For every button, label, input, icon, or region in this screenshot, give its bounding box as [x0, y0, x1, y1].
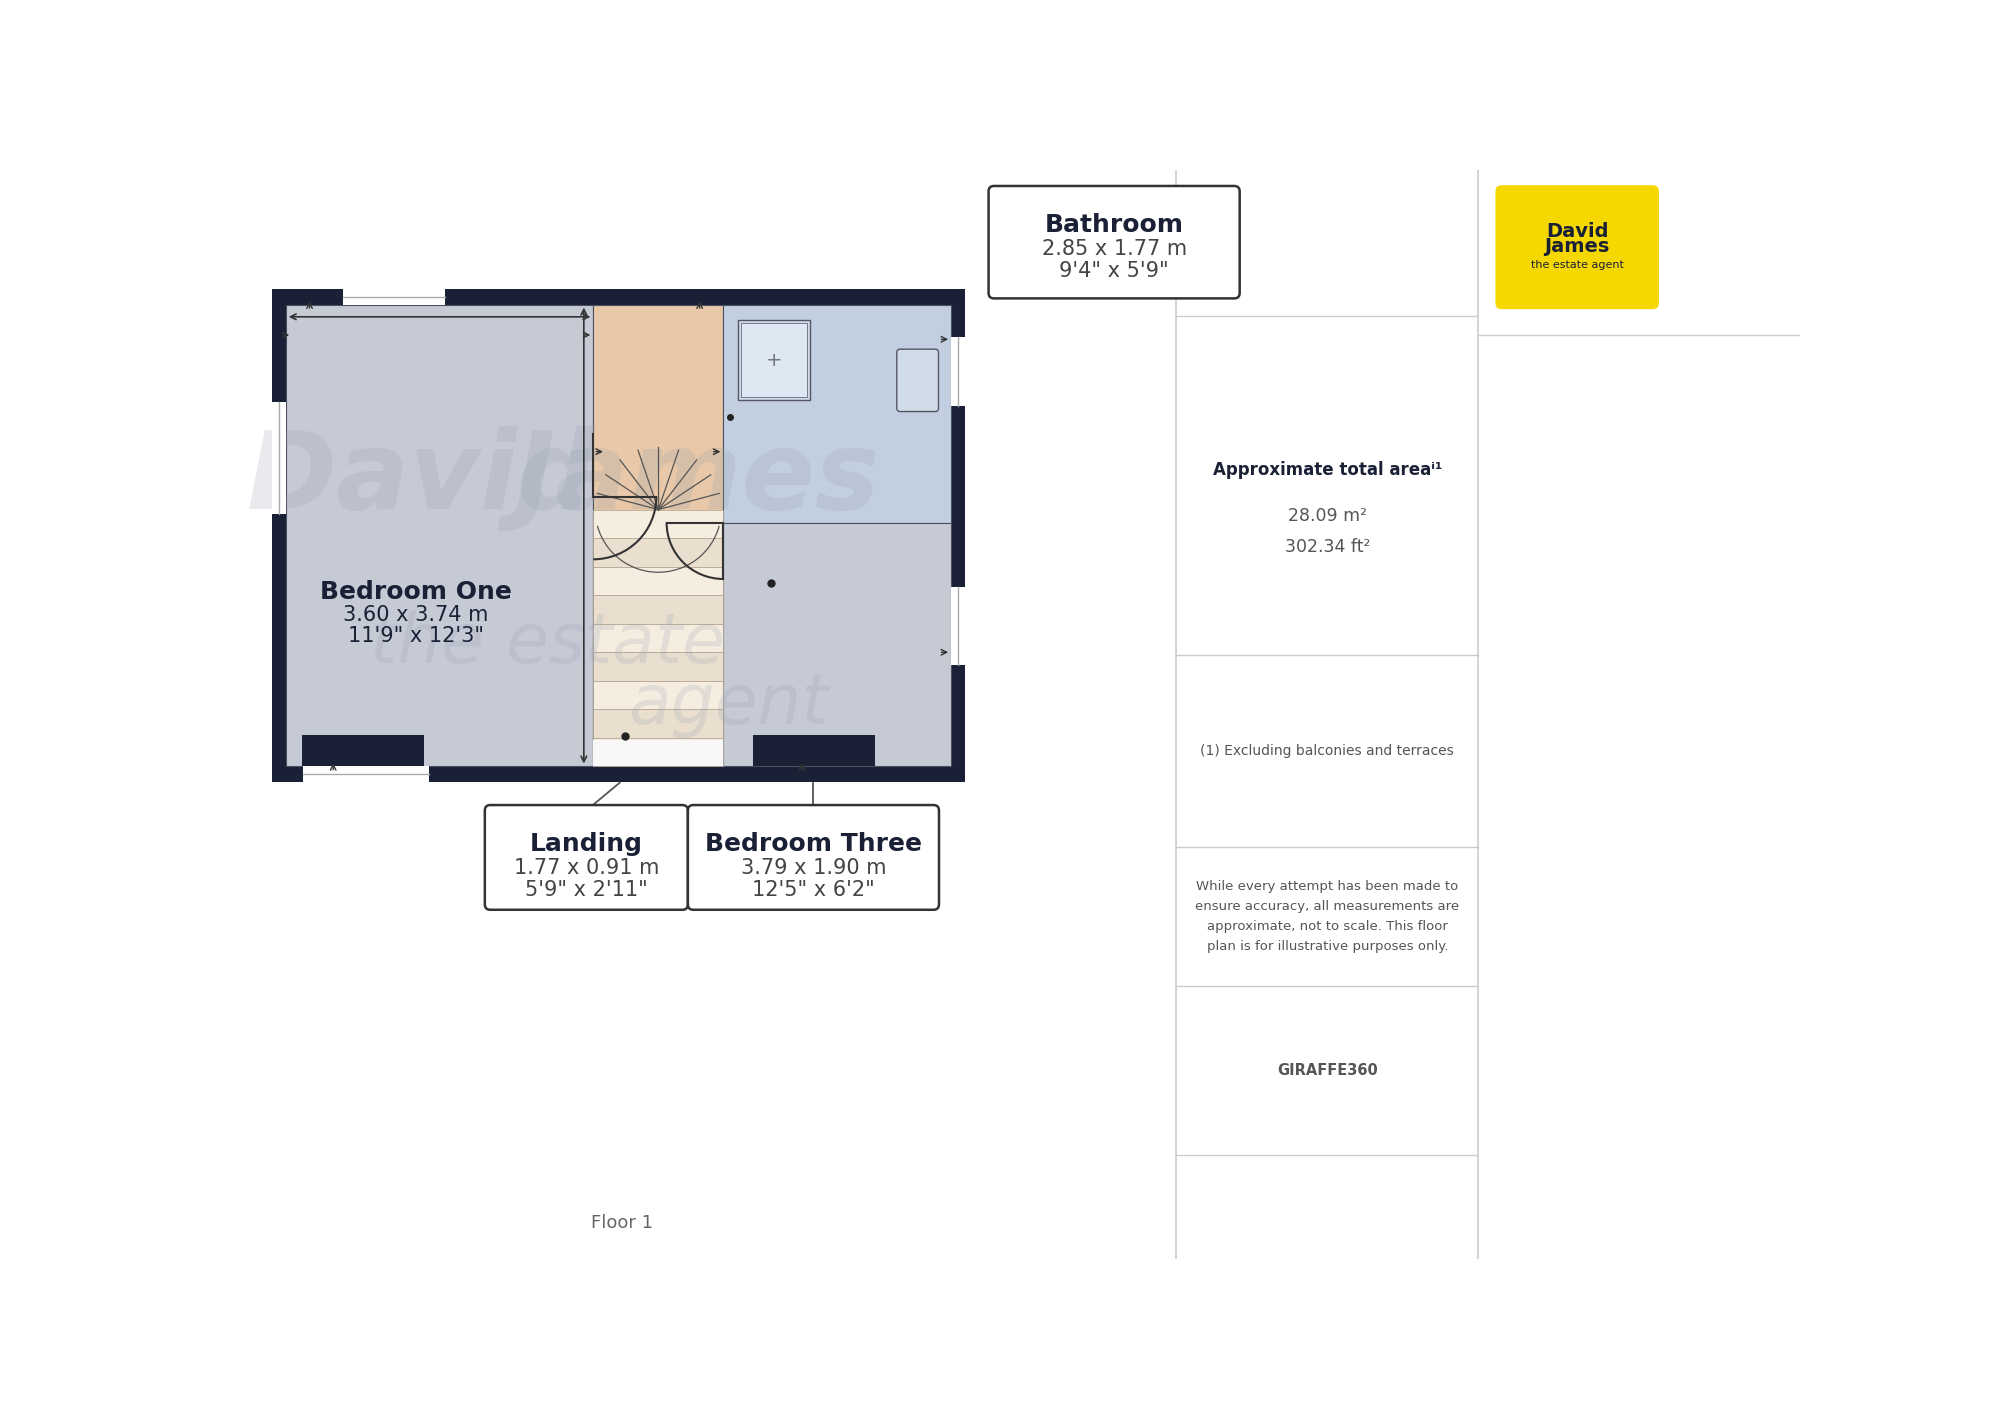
Bar — [738, 320, 810, 400]
Text: Bedroom One: Bedroom One — [320, 580, 512, 604]
FancyBboxPatch shape — [688, 805, 938, 910]
Bar — [594, 624, 724, 652]
Bar — [724, 522, 952, 767]
Bar — [304, 767, 430, 782]
Text: James: James — [1544, 238, 1610, 256]
Text: 3.79 x 1.90 m: 3.79 x 1.90 m — [740, 857, 886, 879]
Text: 28.09 m²: 28.09 m² — [1288, 508, 1366, 525]
Bar — [594, 304, 724, 767]
Text: 5'9" x 2'11": 5'9" x 2'11" — [524, 880, 648, 900]
Text: the estate agent: the estate agent — [1530, 259, 1624, 269]
Bar — [594, 596, 724, 624]
Bar — [302, 736, 424, 767]
Bar — [594, 737, 724, 767]
Text: Approximate total areaⁱ¹: Approximate total areaⁱ¹ — [1212, 461, 1442, 480]
Bar — [594, 538, 724, 566]
Text: Landing: Landing — [530, 832, 642, 856]
Bar — [724, 304, 952, 522]
Text: (1) Excluding balconies and terraces: (1) Excluding balconies and terraces — [1200, 744, 1454, 758]
Text: James: James — [516, 426, 880, 532]
Bar — [740, 324, 806, 396]
Text: 11'9" x 12'3": 11'9" x 12'3" — [348, 627, 484, 647]
Text: 9'4" x 5'9": 9'4" x 5'9" — [1060, 260, 1168, 280]
Bar — [594, 566, 724, 596]
Text: 3.60 x 3.74 m: 3.60 x 3.74 m — [344, 604, 488, 625]
FancyBboxPatch shape — [896, 350, 938, 412]
FancyBboxPatch shape — [1496, 185, 1658, 308]
Text: +: + — [766, 351, 782, 369]
Bar — [594, 681, 724, 709]
Text: 302.34 ft²: 302.34 ft² — [1284, 538, 1370, 556]
Text: David: David — [1546, 222, 1608, 241]
Text: 2.85 x 1.77 m: 2.85 x 1.77 m — [1042, 239, 1186, 259]
Bar — [272, 289, 966, 782]
Text: the estate: the estate — [370, 610, 726, 678]
Text: David: David — [248, 426, 596, 532]
Bar — [594, 509, 724, 538]
Text: 1.77 x 0.91 m: 1.77 x 0.91 m — [514, 857, 660, 879]
Text: agent: agent — [628, 671, 830, 737]
Text: Bathroom: Bathroom — [1044, 212, 1184, 236]
Bar — [752, 736, 874, 767]
Bar — [952, 587, 966, 665]
Bar — [594, 709, 724, 737]
Bar — [952, 337, 966, 406]
FancyBboxPatch shape — [484, 805, 688, 910]
FancyBboxPatch shape — [988, 185, 1240, 299]
Bar — [594, 652, 724, 681]
Bar — [272, 402, 286, 514]
Text: Bedroom Three: Bedroom Three — [704, 832, 922, 856]
Text: 12'5" x 6'2": 12'5" x 6'2" — [752, 880, 874, 900]
Text: GIRAFFE360: GIRAFFE360 — [1276, 1063, 1378, 1078]
Bar — [286, 304, 594, 767]
Bar — [594, 740, 724, 767]
Text: Floor 1: Floor 1 — [592, 1214, 652, 1232]
Text: While every attempt has been made to
ensure accuracy, all measurements are
appro: While every attempt has been made to ens… — [1196, 880, 1460, 954]
Bar — [342, 289, 446, 304]
